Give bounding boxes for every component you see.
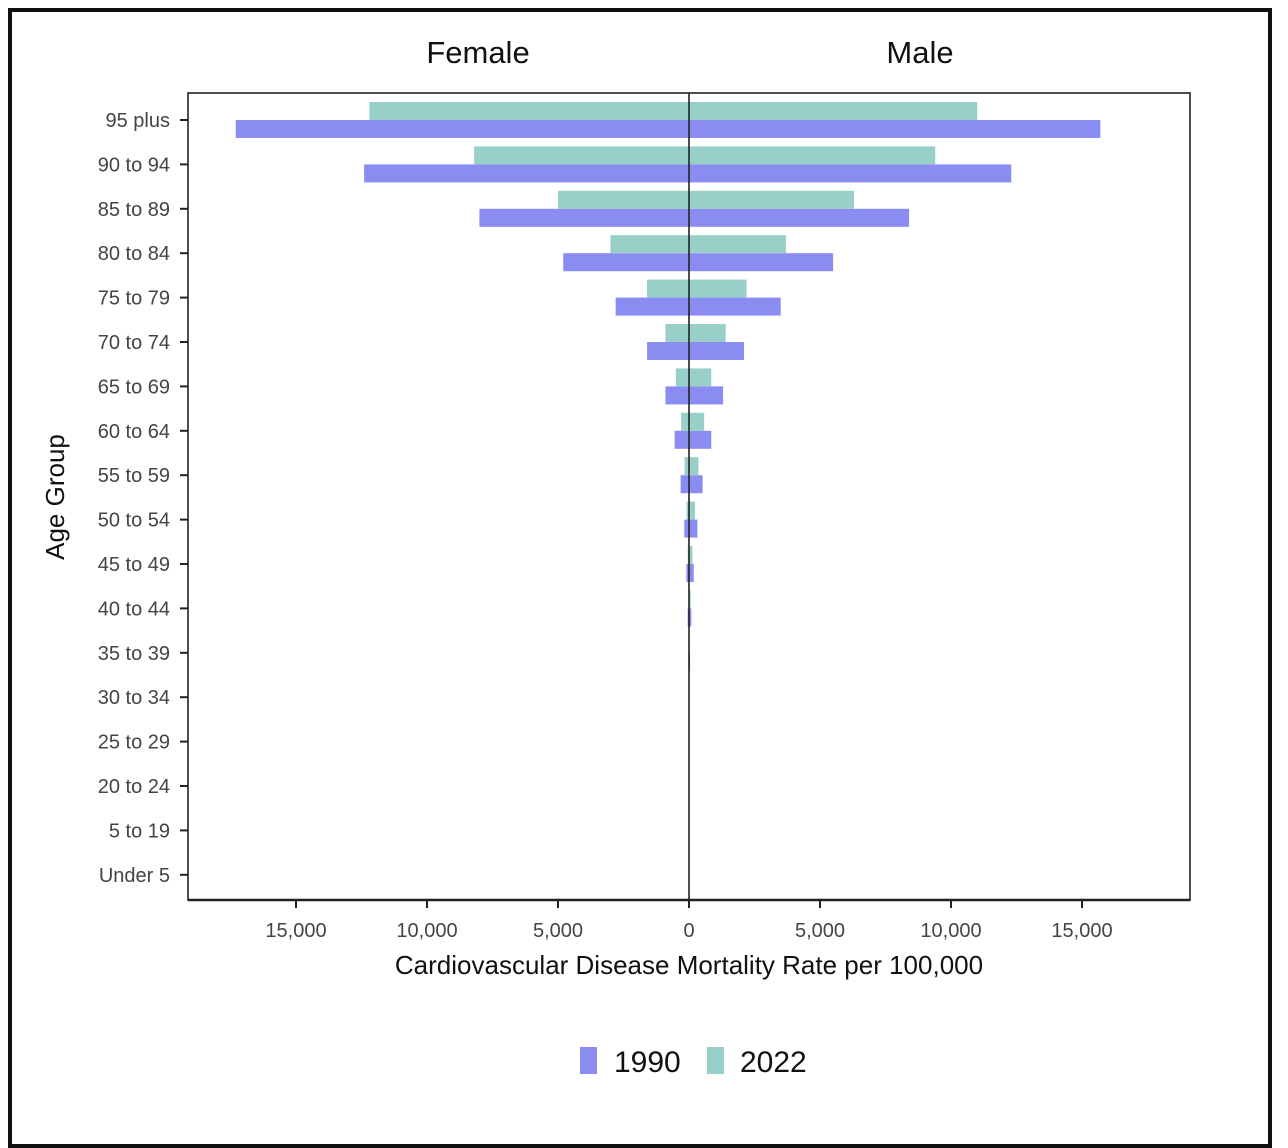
bar-male-2022-95-plus	[689, 102, 977, 120]
x-tick-label: 15,000	[265, 920, 326, 942]
bar-male-1990-85-to-89	[689, 209, 909, 227]
bar-male-1990-60-to-64	[689, 431, 711, 449]
y-axis-title: Age Group	[40, 434, 70, 560]
bar-male-2022-90-to-94	[689, 146, 935, 164]
bar-female-1990-60-to-64	[675, 431, 689, 449]
bar-male-1990-50-to-54	[689, 520, 697, 538]
legend-swatch-2022	[707, 1047, 724, 1074]
bar-female-1990-55-to-59	[681, 475, 689, 493]
y-tick-label-20-to-24: 20 to 24	[98, 776, 170, 798]
bar-male-2022-70-to-74	[689, 324, 726, 342]
y-tick-label-85-to-89: 85 to 89	[98, 199, 170, 221]
bar-female-1990-80-to-84	[563, 253, 689, 271]
bars-layer	[236, 102, 1101, 893]
y-tick-label-30-to-34: 30 to 34	[98, 687, 170, 709]
bar-female-1990-85-to-89	[479, 209, 689, 227]
bar-male-2022-80-to-84	[689, 235, 786, 253]
y-tick-label-35-to-39: 35 to 39	[98, 643, 170, 665]
legend: 1990 2022	[580, 1046, 807, 1079]
bar-male-1990-90-to-94	[689, 164, 1011, 182]
y-tick-label-5-to-19: 5 to 19	[109, 820, 170, 842]
bar-female-1990-70-to-74	[647, 342, 689, 360]
legend-label-2022: 2022	[740, 1046, 807, 1079]
bar-female-2022-70-to-74	[665, 324, 689, 342]
facet-label-male: Male	[886, 35, 953, 70]
bar-male-2022-75-to-79	[689, 280, 747, 298]
facet-label-female: Female	[426, 35, 529, 70]
bar-male-1990-75-to-79	[689, 298, 781, 316]
bar-male-2022-65-to-69	[689, 368, 711, 386]
bar-male-1990-65-to-69	[689, 386, 723, 404]
x-tick-label: 5,000	[795, 920, 845, 942]
bar-female-2022-80-to-84	[610, 235, 689, 253]
bar-female-2022-95-plus	[369, 102, 689, 120]
y-tick-label-60-to-64: 60 to 64	[98, 421, 170, 443]
y-tick-label-80-to-84: 80 to 84	[98, 243, 170, 265]
x-axis-title: Cardiovascular Disease Mortality Rate pe…	[395, 950, 983, 980]
bar-male-1990-55-to-59	[689, 475, 703, 493]
y-tick-label-65-to-69: 65 to 69	[98, 376, 170, 398]
bar-female-2022-90-to-94	[474, 146, 689, 164]
x-tick-label: 0	[683, 920, 694, 942]
bar-male-1990-95-plus	[689, 120, 1100, 138]
x-tick-label: 10,000	[396, 920, 457, 942]
bar-female-1990-75-to-79	[616, 298, 689, 316]
bar-female-2022-85-to-89	[558, 191, 689, 209]
x-tick-label: 10,000	[920, 920, 981, 942]
bar-female-2022-75-to-79	[647, 280, 689, 298]
bar-male-2022-85-to-89	[689, 191, 854, 209]
bar-male-1990-70-to-74	[689, 342, 744, 360]
bar-female-1990-95-plus	[236, 120, 689, 138]
bar-male-2022-50-to-54	[689, 502, 695, 520]
y-tick-label-75-to-79: 75 to 79	[98, 288, 170, 310]
y-tick-label-70-to-74: 70 to 74	[98, 332, 170, 354]
x-axis: 15,000 10,000 5,000 0 5,000 10,000 15,000	[265, 900, 1112, 942]
y-tick-label-40-to-44: 40 to 44	[98, 598, 170, 620]
y-tick-label-50-to-54: 50 to 54	[98, 510, 170, 532]
legend-label-1990: 1990	[614, 1046, 681, 1079]
y-tick-label-90-to-94: 90 to 94	[98, 154, 170, 176]
bar-female-1990-90-to-94	[364, 164, 689, 182]
bar-female-1990-65-to-69	[665, 386, 689, 404]
y-tick-label-under-5: Under 5	[99, 865, 170, 887]
y-tick-label-45-to-49: 45 to 49	[98, 554, 170, 576]
y-tick-label-25-to-29: 25 to 29	[98, 732, 170, 754]
y-axis: 95 plus 90 to 94 85 to 89 80 to 84 75 to 79 7…	[98, 110, 188, 887]
bar-male-1990-80-to-84	[689, 253, 833, 271]
y-tick-label-95-plus: 95 plus	[106, 110, 171, 132]
y-tick-label-55-to-59: 55 to 59	[98, 465, 170, 487]
legend-swatch-1990	[580, 1047, 597, 1074]
bar-female-2022-60-to-64	[681, 413, 689, 431]
x-tick-label: 5,000	[533, 920, 583, 942]
bar-male-2022-60-to-64	[689, 413, 704, 431]
bar-female-2022-65-to-69	[676, 368, 689, 386]
bar-male-2022-55-to-59	[689, 457, 698, 475]
x-tick-label: 15,000	[1051, 920, 1112, 942]
